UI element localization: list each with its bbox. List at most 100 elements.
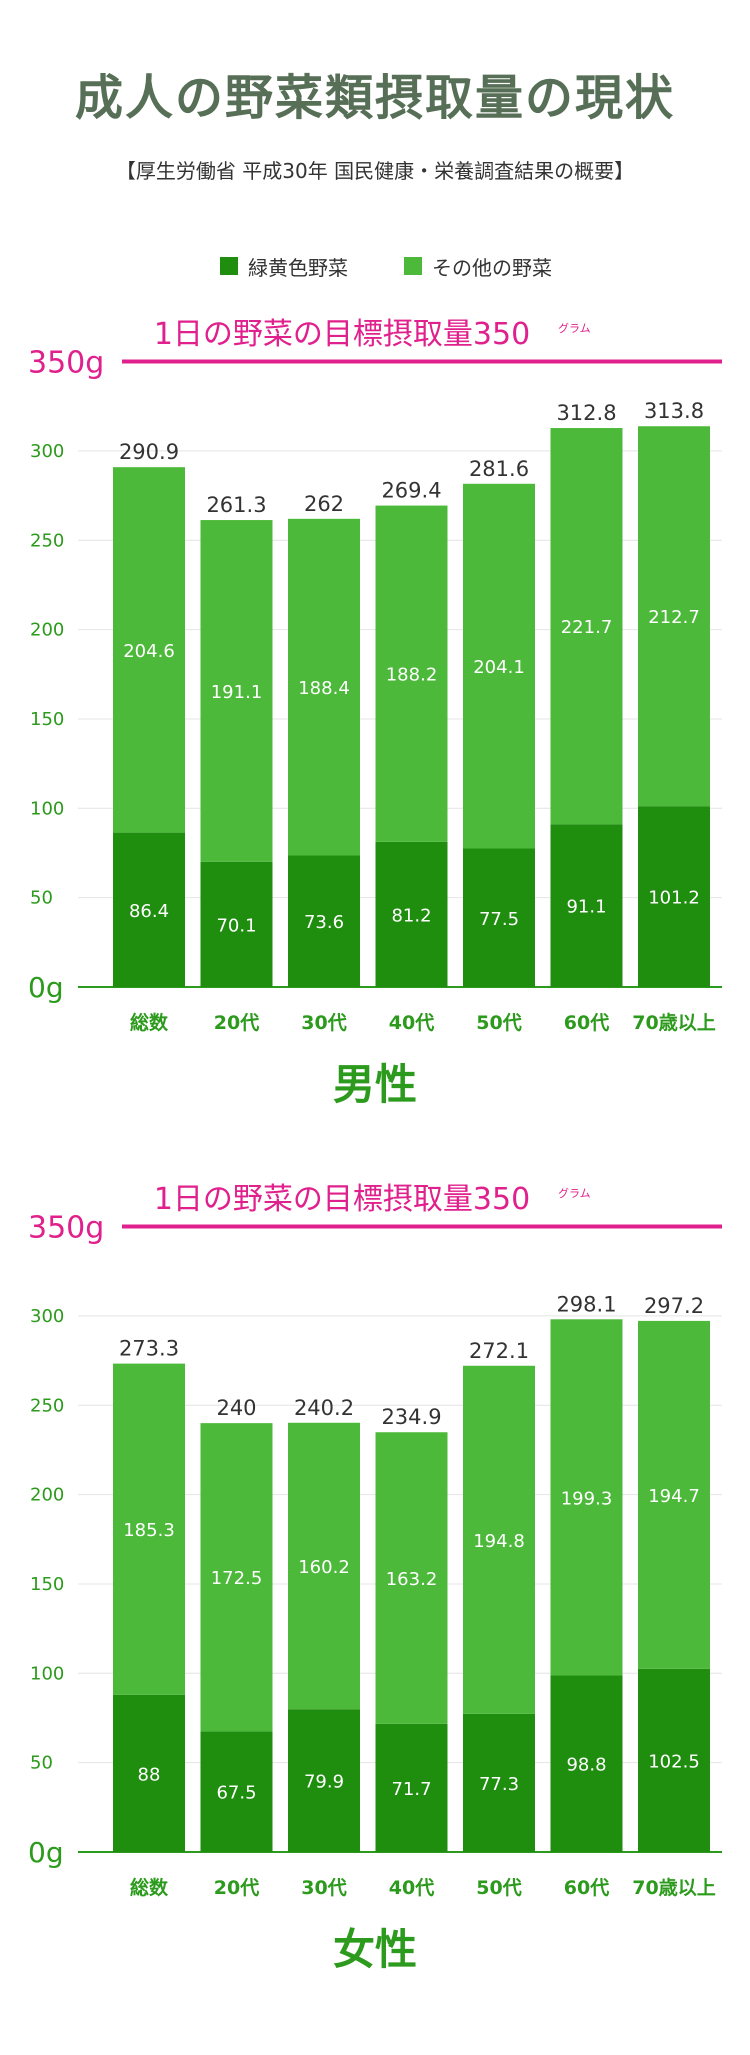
male-data-label-other: 204.6 (123, 641, 175, 662)
male-data-label-green-yellow: 101.2 (648, 888, 700, 909)
female-bar-green-yellow (638, 1668, 710, 1852)
male-category-label: 40代 (389, 1012, 434, 1034)
male-target-label: 1日の野菜の目標摂取量350 (154, 317, 530, 352)
female-category-label: 40代 (389, 1877, 434, 1899)
male-y-tick-zero: 0g (28, 971, 64, 1004)
chart-female: 1日の野菜の目標摂取量350 グラム 0g 50 100 150 200 250 300 350g… (28, 1182, 722, 1974)
male-total-label: 281.6 (469, 457, 529, 481)
male-chart-title: 男性 (333, 1060, 417, 1109)
male-bar-other (550, 428, 623, 825)
male-data-label-green-yellow: 73.6 (304, 912, 344, 933)
male-data-label-other: 191.1 (211, 682, 263, 703)
female-category-label: 50代 (476, 1877, 521, 1899)
male-y-tick-target: 350g (28, 346, 104, 381)
legend-item-other: その他の野菜 (404, 253, 552, 280)
male-total-label: 290.9 (119, 440, 179, 464)
female-data-label-other: 194.8 (473, 1531, 525, 1552)
male-bar-green-yellow (550, 824, 623, 987)
female-data-label-green-yellow: 71.7 (391, 1779, 431, 1800)
legend-label-other: その他の野菜 (432, 255, 552, 280)
female-data-label-other: 160.2 (298, 1557, 350, 1578)
page-subtitle: 【厚生労働省 平成30年 国民健康・栄養調査結果の概要】 (115, 159, 635, 183)
female-bar-other (463, 1365, 535, 1714)
male-total-label: 269.4 (381, 479, 441, 503)
female-data-label-other: 185.3 (123, 1520, 175, 1541)
female-data-label-other: 199.3 (561, 1488, 613, 1509)
female-data-label-other: 172.5 (211, 1568, 263, 1589)
male-category-label: 30代 (301, 1012, 346, 1034)
male-bar-other (288, 518, 360, 856)
female-total-label: 240 (216, 1396, 256, 1420)
male-data-label-other: 221.7 (561, 617, 613, 638)
female-y-tick-target: 350g (28, 1211, 104, 1246)
male-data-label-green-yellow: 70.1 (216, 915, 256, 936)
male-y-tick-label: 200 (30, 620, 64, 641)
female-category-label: 総数 (130, 1876, 169, 1899)
male-total-label: 261.3 (206, 493, 266, 517)
female-y-tick-label: 250 (30, 1395, 64, 1416)
male-y-tick-label: 50 (30, 888, 53, 909)
male-bar-other (200, 520, 273, 862)
male-bar-other (463, 483, 535, 849)
female-category-label: 70歳以上 (632, 1877, 715, 1899)
female-total-label: 234.9 (381, 1405, 441, 1429)
female-data-label-other: 194.7 (648, 1486, 700, 1507)
male-bar-other (638, 426, 710, 807)
female-data-label-green-yellow: 67.5 (216, 1783, 256, 1804)
male-bar-green-yellow (288, 855, 360, 987)
male-data-label-other: 188.4 (298, 678, 350, 699)
male-bar-other (375, 505, 448, 842)
male-y-tick-label: 250 (30, 530, 64, 551)
female-bar-other (638, 1320, 710, 1669)
female-bar-green-yellow (550, 1675, 623, 1852)
male-category-label: 60代 (564, 1012, 609, 1034)
male-category-label: 総数 (130, 1011, 169, 1034)
male-y-tick-label: 100 (30, 798, 64, 819)
female-y-tick-label: 200 (30, 1485, 64, 1506)
male-bar-other (113, 467, 185, 833)
male-data-label-other: 188.2 (386, 665, 438, 686)
legend-item-green-yellow: 緑黄色野菜 (220, 253, 348, 280)
female-total-label: 273.3 (119, 1337, 179, 1361)
legend-label-green-yellow: 緑黄色野菜 (248, 255, 348, 280)
female-y-tick-label: 50 (30, 1753, 53, 1774)
female-data-label-green-yellow: 77.3 (479, 1774, 519, 1795)
female-y-tick-zero: 0g (28, 1836, 64, 1869)
male-bar-green-yellow (113, 832, 185, 987)
female-data-label-green-yellow: 98.8 (566, 1755, 606, 1776)
male-data-label-other: 212.7 (648, 607, 700, 628)
female-bar-green-yellow (463, 1713, 535, 1852)
female-data-label-other: 163.2 (386, 1569, 438, 1590)
female-bar-green-yellow (288, 1709, 360, 1852)
male-data-label-green-yellow: 86.4 (129, 901, 169, 922)
female-chart-title: 女性 (333, 1925, 417, 1974)
chart-male: 1日の野菜の目標摂取量350 グラム 0g 50 100 150 200 250 300 350g… (28, 317, 722, 1109)
female-category-label: 30代 (301, 1877, 346, 1899)
male-y-tick-label: 150 (30, 709, 64, 730)
female-data-label-green-yellow: 88 (138, 1764, 161, 1785)
male-total-label: 313.8 (644, 399, 704, 423)
female-target-unit: グラム (558, 1186, 591, 1200)
male-total-label: 262 (304, 492, 344, 516)
male-bar-green-yellow (375, 841, 448, 987)
male-bar-green-yellow (463, 848, 535, 987)
female-y-tick-label: 100 (30, 1663, 64, 1684)
female-total-label: 240.2 (294, 1396, 354, 1420)
female-bar-green-yellow (113, 1694, 185, 1852)
female-total-label: 298.1 (556, 1292, 616, 1316)
legend-swatch-other (404, 257, 422, 275)
female-bar-other (200, 1423, 273, 1732)
male-category-label: 70歳以上 (632, 1012, 715, 1034)
male-data-label-other: 204.1 (473, 657, 525, 678)
female-category-label: 20代 (214, 1877, 259, 1899)
female-data-label-green-yellow: 79.9 (304, 1772, 344, 1793)
female-bar-green-yellow (200, 1731, 273, 1852)
female-y-tick-label: 300 (30, 1306, 64, 1327)
female-category-label: 60代 (564, 1877, 609, 1899)
female-bar-other (288, 1422, 360, 1710)
legend: 緑黄色野菜 その他の野菜 (0, 253, 750, 280)
male-bar-green-yellow (200, 861, 273, 987)
female-bar-green-yellow (375, 1723, 448, 1852)
male-category-label: 20代 (214, 1012, 259, 1034)
male-data-label-green-yellow: 81.2 (391, 905, 431, 926)
